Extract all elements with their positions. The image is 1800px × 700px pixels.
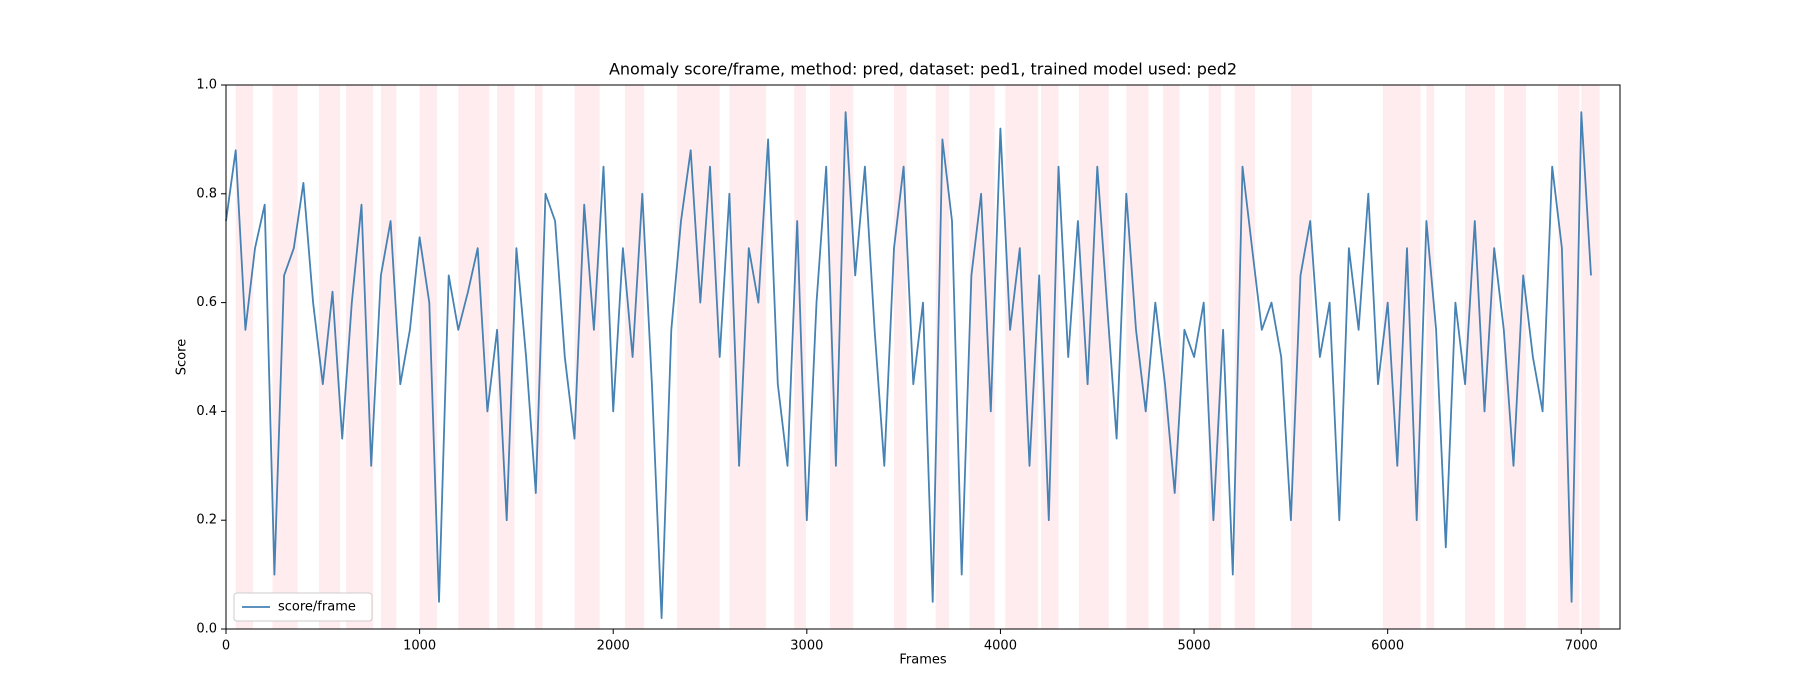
x-tick-label: 6000 xyxy=(1371,639,1404,654)
x-tick-label: 1000 xyxy=(403,639,436,654)
anomaly-region xyxy=(1005,85,1039,629)
anomaly-region xyxy=(893,85,907,629)
anomaly-region xyxy=(419,85,438,629)
y-tick-label: 1.0 xyxy=(196,78,217,93)
anomaly-region xyxy=(1426,85,1435,629)
anomaly-region xyxy=(1581,85,1600,629)
x-tick-label: 7000 xyxy=(1565,639,1598,654)
anomaly-region xyxy=(1290,85,1313,629)
anomaly-region xyxy=(830,85,854,629)
y-tick-label: 0.4 xyxy=(196,404,217,419)
score-line xyxy=(225,111,1592,619)
y-axis-label: Score xyxy=(175,339,190,375)
x-tick-label: 3000 xyxy=(790,639,823,654)
anomaly-region xyxy=(1503,85,1527,629)
anomaly-region xyxy=(677,85,720,629)
anomaly-region xyxy=(1078,85,1109,629)
y-tick-label: 0.6 xyxy=(196,295,217,310)
anomaly-region xyxy=(346,85,374,629)
anomaly-region xyxy=(794,85,806,629)
legend-box xyxy=(233,592,373,622)
y-tick-label: 0.2 xyxy=(196,513,217,528)
x-tick-label: 2000 xyxy=(597,639,630,654)
anomaly-region xyxy=(497,85,515,629)
anomaly-region xyxy=(380,85,397,629)
anomaly-region xyxy=(1163,85,1180,629)
anomaly-region xyxy=(935,85,950,629)
anomaly-region xyxy=(534,85,543,629)
anomaly-region xyxy=(1126,85,1149,629)
anomaly-region xyxy=(235,85,254,629)
plot-frame xyxy=(225,84,1621,630)
anomaly-region xyxy=(272,85,298,629)
x-tick-label: 5000 xyxy=(1178,639,1211,654)
anomaly-region xyxy=(624,85,645,629)
y-tick-label: 0.8 xyxy=(196,186,217,201)
y-tick-label: 0.0 xyxy=(196,622,217,637)
x-tick-label: 4000 xyxy=(984,639,1017,654)
anomaly-region xyxy=(1208,85,1222,629)
x-axis-label: Frames xyxy=(899,653,947,668)
anomaly-region xyxy=(1041,85,1059,629)
anomaly-region xyxy=(318,85,341,629)
legend-label: score/frame xyxy=(278,600,356,615)
anomaly-region xyxy=(1234,85,1256,629)
chart-title: Anomaly score/frame, method: pred, datas… xyxy=(609,60,1237,79)
anomaly-region xyxy=(969,85,995,629)
anomaly-region xyxy=(1465,85,1496,629)
x-tick-label: 0 xyxy=(222,639,230,654)
